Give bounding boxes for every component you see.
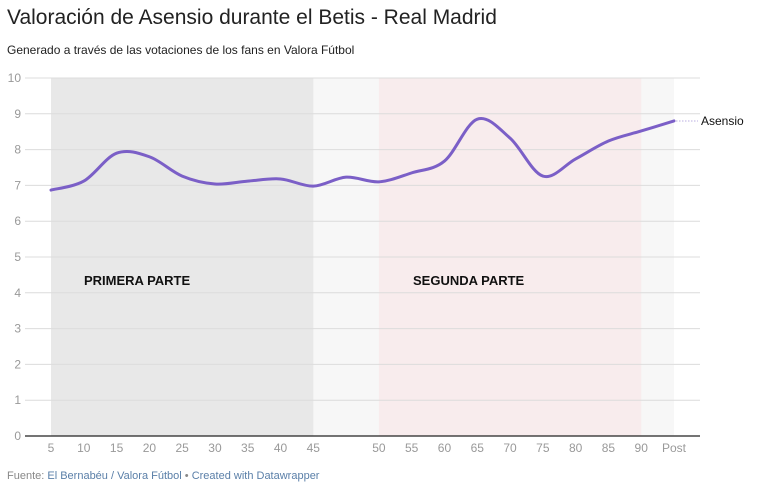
y-tick-label: 2 (14, 357, 21, 371)
y-tick-label: 4 (14, 286, 21, 300)
y-tick-label: 3 (14, 322, 21, 336)
x-tick-label: 30 (208, 441, 222, 455)
x-tick-label: 80 (569, 441, 583, 455)
x-tick-label: 45 (307, 441, 321, 455)
chart-title: Valoración de Asensio durante el Betis -… (7, 6, 497, 29)
series-label: Asensio (701, 114, 744, 128)
y-tick-label: 7 (14, 178, 21, 192)
y-tick-label: 5 (14, 250, 21, 264)
period-label: PRIMERA PARTE (84, 273, 191, 288)
footer: Fuente: El Bernabéu / Valora Fútbol • Cr… (7, 470, 319, 482)
x-tick-label: 65 (471, 441, 485, 455)
y-tick-label: 1 (14, 393, 21, 407)
x-tick-label: 55 (405, 441, 419, 455)
separator: • (184, 470, 189, 482)
x-tick-label: 15 (110, 441, 124, 455)
y-tick-label: 0 (14, 429, 21, 443)
y-tick-label: 9 (14, 107, 21, 121)
x-tick-label: 85 (602, 441, 616, 455)
chart-subtitle: Generado a través de las votaciones de l… (7, 43, 355, 57)
x-tick-label: 35 (241, 441, 255, 455)
y-tick-label: 10 (8, 71, 22, 85)
source-link[interactable]: El Bernabéu / Valora Fútbol (47, 470, 182, 482)
x-tick-label: 10 (77, 441, 91, 455)
x-tick-label: 75 (536, 441, 550, 455)
x-tick-label: 20 (143, 441, 157, 455)
y-tick-label: 8 (14, 143, 21, 157)
x-tick-label: 70 (503, 441, 517, 455)
x-tick-label: 25 (175, 441, 189, 455)
x-tick-label: 60 (438, 441, 452, 455)
x-tick-label: 50 (372, 441, 386, 455)
x-tick-label: 40 (274, 441, 288, 455)
x-tick-label: 90 (635, 441, 649, 455)
y-tick-label: 6 (14, 214, 21, 228)
datawrapper-credit-link[interactable]: Created with Datawrapper (191, 470, 320, 482)
x-tick-label: Post (662, 441, 687, 455)
period-label: SEGUNDA PARTE (413, 273, 525, 288)
source-label: Fuente: (7, 470, 45, 482)
x-tick-label: 5 (48, 441, 55, 455)
series-line-asensio (49, 117, 676, 192)
